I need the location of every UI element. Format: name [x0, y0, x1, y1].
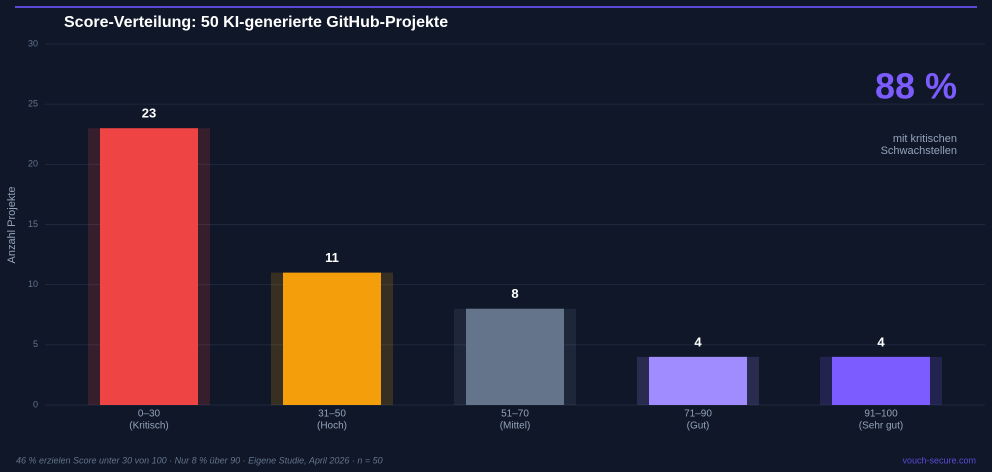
y-tick-label: 15 — [28, 219, 38, 229]
x-tick-label: 91–100 — [864, 409, 898, 420]
x-tick-label: 31–50 — [318, 409, 346, 420]
x-tick-label: 71–90 — [684, 409, 712, 420]
bar — [649, 356, 747, 405]
bar — [832, 356, 930, 405]
value-label: 4 — [877, 334, 885, 349]
y-tick-label: 25 — [28, 99, 38, 109]
value-label: 11 — [325, 250, 339, 265]
x-tick-sublabel: (Mittel) — [500, 421, 531, 432]
y-tick-label: 0 — [33, 399, 38, 409]
bar — [100, 128, 198, 405]
highlight-text: Schwachstellen — [881, 145, 957, 157]
x-tick-sublabel: (Hoch) — [317, 421, 347, 432]
source: vouch-secure.com — [902, 455, 976, 465]
highlight-text: mit kritischen — [893, 133, 957, 145]
y-tick-label: 30 — [28, 38, 38, 48]
x-tick-sublabel: (Gut) — [687, 421, 710, 432]
bar — [466, 308, 564, 405]
x-tick-sublabel: (Kritisch) — [129, 421, 168, 432]
y-axis-label: Anzahl Projekte — [6, 186, 18, 263]
x-tick-label: 0–30 — [138, 409, 161, 420]
y-tick-label: 5 — [33, 339, 38, 349]
y-tick-label: 20 — [28, 159, 38, 169]
bar — [283, 272, 381, 405]
x-tick-label: 51–70 — [501, 409, 529, 420]
highlight-value: 88 % — [875, 66, 957, 107]
value-label: 23 — [142, 106, 156, 121]
value-label: 4 — [694, 334, 702, 349]
y-tick-label: 10 — [28, 279, 38, 289]
footnote: 46 % erzielen Score unter 30 von 100 · N… — [16, 455, 383, 465]
value-label: 8 — [511, 286, 518, 301]
chart-title: Score-Verteilung: 50 KI-generierte GitHu… — [64, 14, 448, 31]
x-tick-sublabel: (Sehr gut) — [859, 421, 903, 432]
